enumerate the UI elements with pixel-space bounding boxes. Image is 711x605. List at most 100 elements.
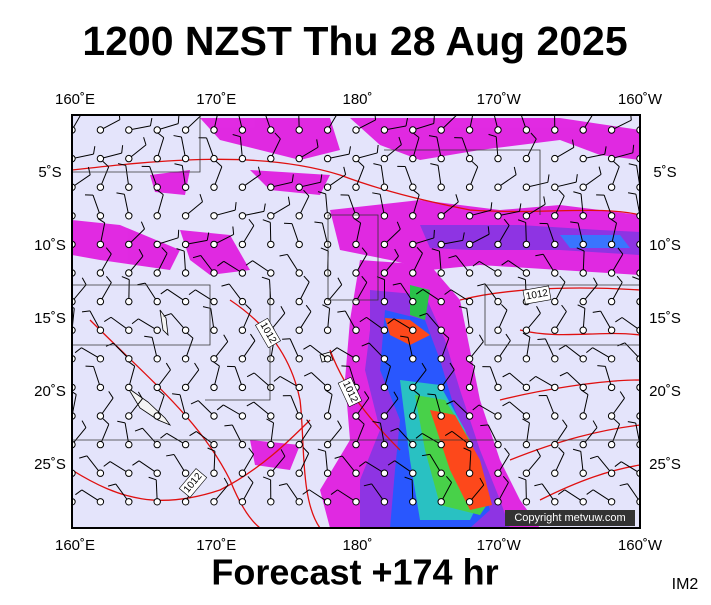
station	[324, 470, 330, 476]
station	[580, 356, 586, 362]
station	[239, 241, 245, 247]
station	[438, 213, 444, 219]
station	[438, 384, 444, 390]
station	[580, 327, 586, 333]
barb-feather	[454, 107, 457, 114]
station	[296, 127, 302, 133]
station	[353, 470, 359, 476]
station	[182, 127, 188, 133]
station	[523, 241, 529, 247]
station	[608, 384, 614, 390]
station	[154, 270, 160, 276]
station	[324, 155, 330, 161]
station	[97, 213, 103, 219]
station	[239, 327, 245, 333]
station	[552, 356, 558, 362]
station	[126, 384, 132, 390]
title: 1200 NZST Thu 28 Aug 2025	[82, 18, 627, 64]
lat-label: 10˚S	[34, 237, 66, 254]
lon-label: 180˚	[342, 91, 372, 108]
station	[239, 413, 245, 419]
station	[608, 499, 614, 505]
station	[97, 384, 103, 390]
station	[154, 127, 160, 133]
station	[410, 499, 416, 505]
station	[552, 270, 558, 276]
barb-staff	[640, 126, 662, 130]
station	[324, 356, 330, 362]
station	[466, 127, 472, 133]
station	[580, 127, 586, 133]
station	[324, 413, 330, 419]
station	[296, 213, 302, 219]
station	[353, 298, 359, 304]
station	[126, 270, 132, 276]
station	[495, 155, 501, 161]
barb-feather	[640, 361, 646, 366]
station	[381, 127, 387, 133]
station	[523, 270, 529, 276]
station	[466, 155, 472, 161]
station	[410, 184, 416, 190]
corner-label: IM2	[672, 576, 699, 593]
lon-label: 160˚E	[55, 91, 95, 108]
station	[438, 270, 444, 276]
station	[523, 441, 529, 447]
barb-feather	[178, 230, 179, 238]
station	[296, 327, 302, 333]
barb-feather	[480, 425, 488, 426]
station	[580, 470, 586, 476]
station	[523, 155, 529, 161]
barb-feather	[63, 192, 71, 194]
station	[552, 499, 558, 505]
station	[466, 184, 472, 190]
barb-feather	[537, 339, 545, 340]
station	[608, 241, 614, 247]
station	[182, 413, 188, 419]
footer: Forecast +174 hr	[211, 552, 498, 593]
station	[353, 241, 359, 247]
station	[438, 298, 444, 304]
station	[495, 384, 501, 390]
station	[268, 127, 274, 133]
station	[552, 184, 558, 190]
station	[608, 155, 614, 161]
station	[154, 499, 160, 505]
station	[268, 413, 274, 419]
station	[239, 356, 245, 362]
station	[126, 356, 132, 362]
station	[239, 298, 245, 304]
station	[182, 270, 188, 276]
station	[239, 213, 245, 219]
station	[466, 298, 472, 304]
barb-feather	[653, 222, 656, 229]
station	[381, 384, 387, 390]
station	[608, 470, 614, 476]
station	[268, 298, 274, 304]
station	[410, 155, 416, 161]
station	[353, 127, 359, 133]
lat-label: 5˚S	[38, 164, 61, 181]
station	[324, 441, 330, 447]
station	[410, 356, 416, 362]
station	[438, 356, 444, 362]
station	[495, 241, 501, 247]
station	[324, 270, 330, 276]
station	[268, 241, 274, 247]
station	[580, 413, 586, 419]
station	[381, 155, 387, 161]
station	[182, 155, 188, 161]
station	[268, 155, 274, 161]
station	[324, 127, 330, 133]
station	[154, 155, 160, 161]
station	[324, 298, 330, 304]
station	[410, 384, 416, 390]
station	[211, 184, 217, 190]
station	[466, 470, 472, 476]
station	[410, 241, 416, 247]
station	[324, 499, 330, 505]
lon-label: 170˚E	[196, 91, 236, 108]
station	[381, 270, 387, 276]
station	[182, 184, 188, 190]
station	[211, 270, 217, 276]
